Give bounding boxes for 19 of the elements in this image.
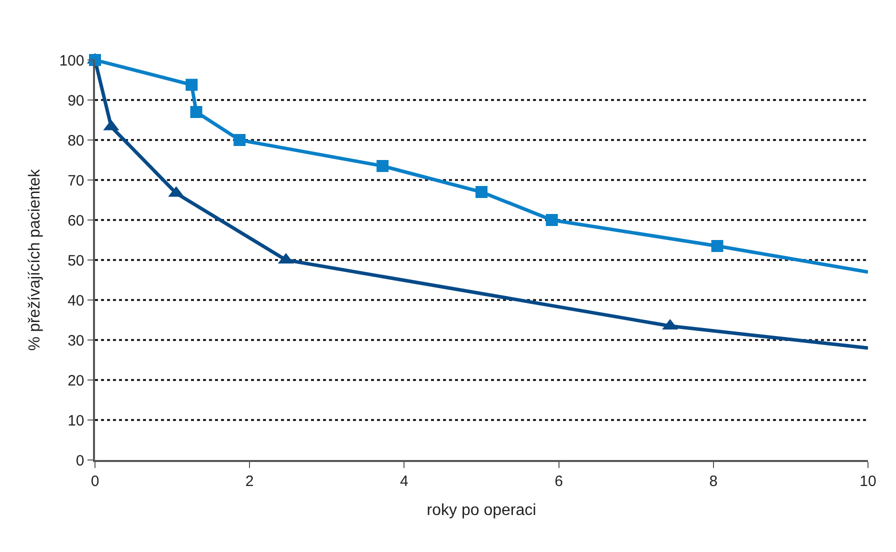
x-tick-label: 6 (554, 472, 563, 490)
x-tick-label: 4 (400, 472, 408, 490)
y-tick-label: 70 (68, 172, 84, 190)
x-axis-title: roky po operaci (426, 502, 536, 519)
y-tick-label: 40 (68, 292, 84, 310)
y-tick-label: 60 (68, 212, 84, 230)
y-tick-label: 10 (68, 412, 84, 430)
x-tick-label: 10 (860, 472, 876, 490)
y-tick-label: 0 (76, 452, 84, 470)
x-tick-label: 8 (709, 472, 718, 490)
y-tick-label: 20 (68, 372, 84, 390)
x-tick-label: 2 (245, 472, 254, 490)
y-tick-label: 90 (68, 92, 84, 110)
y-tick-label: 30 (68, 332, 84, 350)
y-axis-title: % přežívajících pacientek (26, 168, 44, 351)
y-tick-label: 50 (68, 252, 84, 270)
x-tick-label: 0 (90, 472, 100, 490)
y-tick-label: 80 (68, 132, 84, 150)
y-tick-label: 100 (59, 52, 84, 70)
